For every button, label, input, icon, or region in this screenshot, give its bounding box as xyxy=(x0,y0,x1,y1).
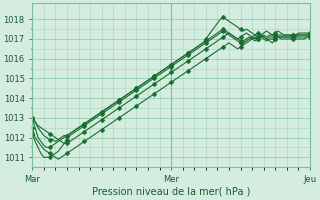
X-axis label: Pression niveau de la mer( hPa ): Pression niveau de la mer( hPa ) xyxy=(92,187,250,197)
